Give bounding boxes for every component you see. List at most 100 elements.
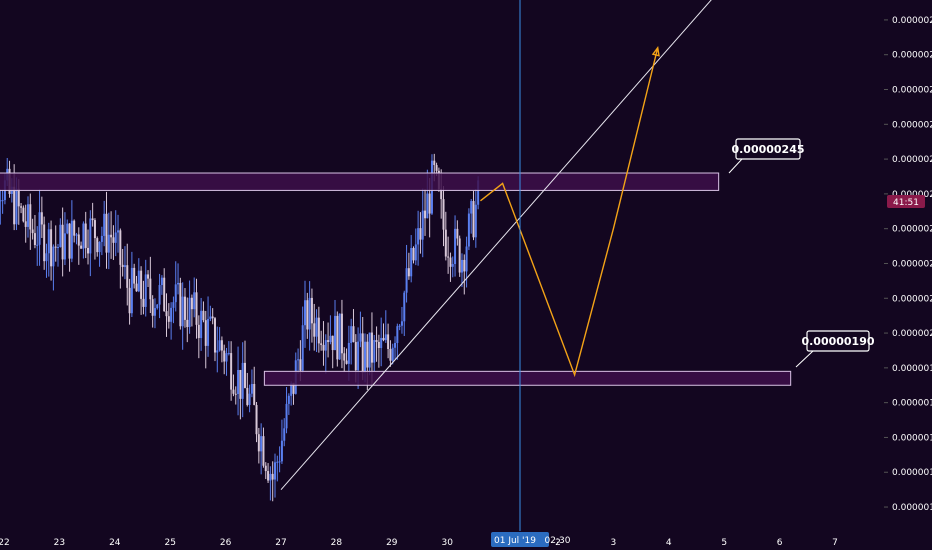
candle-body [315,317,318,337]
candle-body [96,238,99,253]
candle-body [80,245,83,249]
candle-body [419,228,422,240]
candle-body [239,369,242,399]
candle-body [387,334,390,350]
candle-body [373,340,376,363]
candle-body [320,343,323,345]
candle-body [410,247,413,277]
candle-body [407,268,410,277]
candle-body [306,300,309,330]
y-axis[interactable]: 0.00000290 0.00000280 0.00000270 0.00000260… [884,16,932,513]
candle-body [213,318,216,353]
candle-body [338,313,341,360]
candle-body [421,210,424,240]
candle-body [336,315,339,360]
candle-body [465,246,468,272]
candle-body [103,213,106,236]
y-axis-panel[interactable] [884,0,932,550]
candle-body [403,292,406,322]
candle-body [57,247,60,249]
x-axis[interactable]: 22 23 24 25 26 27 28 29 30 2 3 4 5 6 7 [0,538,838,548]
candle-body [75,234,78,236]
callout-box[interactable] [735,138,801,160]
callout-pointer [795,350,814,368]
candle-body [31,229,34,234]
x-tick-label: 3 [611,538,617,548]
candle-body [444,229,447,257]
candle-body [391,347,394,361]
candle-body [389,349,392,361]
candle-body [255,404,258,435]
candle-body [27,204,30,227]
candle-body [84,223,87,248]
candle-body [232,389,235,394]
candle-body [477,180,480,205]
candle-body [447,256,450,258]
candle-body [292,382,295,394]
zone-rect[interactable] [0,172,720,191]
candle-body [428,193,431,214]
candle-body [442,199,445,230]
candle-body [290,382,293,396]
candle-body [285,403,288,429]
candle-body [17,188,20,207]
candle-body [135,283,138,292]
callout-box[interactable] [806,330,870,352]
candle-body [384,334,387,341]
candle-body [380,337,383,348]
candle-body [29,204,32,230]
x-axis-panel[interactable] [0,531,932,550]
candle-body [276,461,279,463]
candle-body [186,319,189,328]
candle-body [107,234,110,253]
x-tick-label: 25 [164,538,175,548]
candle-body [110,234,113,238]
candle-body [63,233,66,260]
x-tick-label: 2 [555,538,561,548]
candle-body [183,296,186,320]
candle-body [114,232,117,243]
candle-body [304,300,307,326]
y-tick-label: 0.00000240 [892,190,932,200]
x-tick-label: 27 [275,538,286,548]
candle-body [207,318,210,346]
candle-body [112,237,115,243]
candle-body [278,461,281,463]
candle-body [117,230,120,233]
y-tick-label: 0.00000290 [892,16,932,26]
candle-body [87,247,90,254]
candle-body [345,360,348,364]
candle-body [188,297,191,328]
candle-body [433,160,436,166]
trendline[interactable] [280,0,724,490]
zone-rect[interactable] [263,370,792,386]
cursor-time-label: 01 Jul '19 02:30 [494,536,571,546]
candle-body [426,193,429,219]
x-tick-label: 5 [721,538,727,548]
candle-body [310,297,313,324]
candle-body [223,350,226,362]
candle-body [47,229,50,254]
candle-body [93,220,96,239]
candle-body [368,332,371,368]
y-tick-label: 0.00000150 [892,503,932,513]
candle-body [121,264,124,267]
y-tick-label: 0.00000210 [892,294,932,304]
projection-path[interactable] [480,47,659,378]
candle-body [412,247,415,261]
candle-body [149,278,152,300]
cursor-time-tag: 01 Jul '19 02:30 [491,532,571,547]
candle-body [400,321,403,326]
candle-body [61,224,64,260]
x-tick-label: 23 [54,538,65,548]
candle-body [257,434,260,452]
candle-body [144,274,147,307]
candle-body [153,308,156,316]
candle-body [313,323,316,337]
x-tick-label: 26 [220,538,232,548]
y-tick-label: 0.00000250 [892,155,932,165]
x-tick-label: 30 [441,538,453,548]
